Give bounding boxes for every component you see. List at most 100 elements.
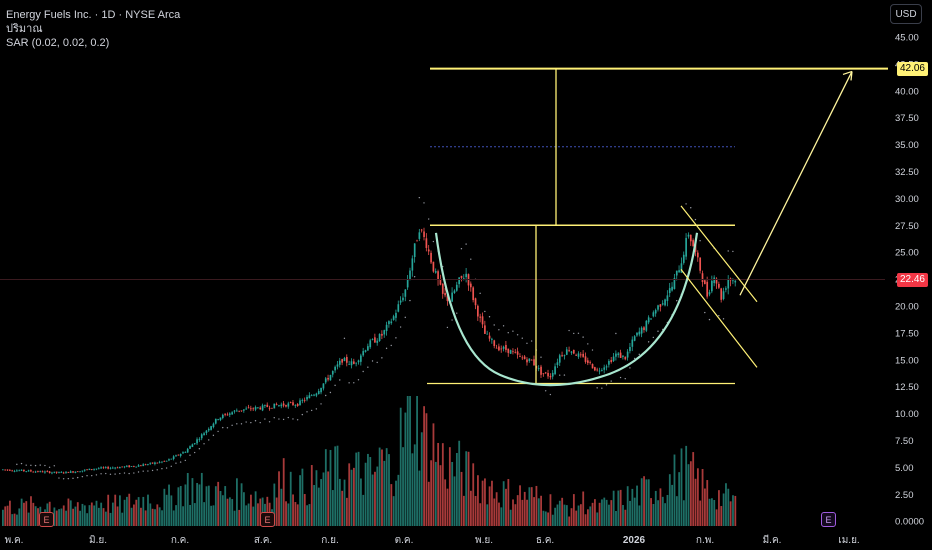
candle — [247, 404, 250, 409]
candle-body — [280, 404, 283, 407]
volume-bar — [6, 505, 9, 526]
sar-dot — [245, 421, 247, 423]
volume-bar — [514, 504, 517, 526]
volume-bar — [402, 447, 404, 526]
sar-dot — [418, 196, 421, 199]
volume-bar — [383, 460, 386, 526]
sar-dot — [203, 443, 205, 445]
candle-body — [430, 252, 432, 263]
volume-bar — [217, 481, 220, 526]
volume-bar — [4, 506, 7, 526]
currency-button[interactable]: USD — [890, 4, 922, 24]
volume-bar — [664, 503, 667, 526]
candle — [257, 407, 259, 409]
volume-bar — [184, 484, 187, 526]
volume-bar — [72, 508, 74, 526]
candle — [666, 290, 669, 307]
sar-dot — [39, 464, 41, 466]
candle — [392, 314, 395, 321]
volume-bar — [556, 504, 559, 526]
candle-body — [549, 375, 552, 378]
volume-bar — [643, 476, 645, 526]
volume-bar — [16, 514, 18, 526]
candle-body — [626, 351, 629, 358]
candle-body — [350, 361, 353, 366]
candle — [572, 349, 575, 355]
candle-body — [397, 304, 400, 312]
volume-bar — [189, 504, 191, 526]
candle-body — [505, 344, 507, 350]
sar-dot — [161, 468, 163, 470]
volume-bar — [147, 494, 149, 526]
sar-dot — [109, 473, 112, 475]
candle — [685, 233, 687, 260]
flag-lower-line — [680, 269, 758, 368]
volume-bar — [470, 490, 472, 526]
sar-indicator-label[interactable]: SAR (0.02, 0.02, 0.2) — [6, 37, 110, 49]
candle-body — [149, 462, 152, 464]
candle — [603, 364, 606, 374]
time-tick-label: ก.ค. — [171, 535, 189, 546]
candle — [638, 327, 641, 337]
candle-body — [69, 471, 72, 473]
candle-body — [46, 471, 49, 472]
volume-bar — [385, 448, 388, 526]
volume-bar — [67, 498, 70, 526]
symbol-title[interactable]: Energy Fuels Inc. · 1D · NYSE Arca — [6, 9, 181, 21]
candle-body — [128, 465, 131, 468]
time-tick-label: เม.ย. — [838, 535, 859, 546]
future-earnings-marker-icon[interactable]: E — [821, 512, 836, 527]
volume-bar — [477, 475, 479, 526]
candle-body — [86, 469, 88, 471]
candle-body — [488, 335, 491, 339]
time-tick-label: 2026 — [623, 535, 646, 546]
candle — [135, 466, 138, 468]
volume-bar — [191, 478, 194, 526]
candle — [624, 356, 627, 361]
volume-bar — [289, 471, 292, 526]
volume-bar — [149, 503, 152, 526]
volume-bar — [561, 497, 564, 526]
volume-bar — [128, 493, 131, 526]
candle — [486, 330, 489, 335]
volume-bar — [378, 447, 381, 526]
candle — [149, 462, 152, 466]
candle-body — [104, 467, 107, 468]
candle — [107, 465, 109, 470]
time-axis[interactable]: พ.ค. มิ.ย. ก.ค. ส.ค. ก.ย. ต.ค. พ.ย. ธ.ค. 2026 ก.พ… — [5, 534, 860, 546]
candle-body — [453, 290, 456, 293]
candle — [622, 355, 624, 360]
volume-bar — [278, 471, 280, 526]
sar-dot — [549, 393, 552, 396]
volume-bar — [182, 506, 184, 526]
candle — [654, 308, 657, 317]
candle — [86, 469, 88, 471]
candle-body — [60, 472, 63, 473]
candle — [451, 287, 453, 302]
candle-body — [479, 316, 482, 318]
candle — [6, 469, 9, 471]
candle-body — [367, 346, 369, 351]
volume-bar — [423, 406, 425, 526]
volume-bar — [86, 513, 89, 526]
candle — [458, 277, 460, 288]
candle — [13, 469, 16, 473]
earnings-marker-icon[interactable]: E — [39, 512, 54, 527]
candle — [200, 433, 203, 441]
volume-bar — [203, 502, 206, 526]
candle-body — [336, 364, 339, 367]
candle-body — [137, 465, 140, 467]
earnings-marker-icon[interactable]: E — [260, 512, 275, 527]
volume-indicator-label[interactable]: ปริมาณ — [6, 23, 43, 35]
volume-bar — [250, 494, 252, 526]
candle — [158, 460, 161, 464]
volume-bar — [430, 460, 433, 526]
candle — [537, 365, 540, 372]
volume-bar — [336, 445, 339, 526]
candle — [303, 397, 306, 403]
candle — [179, 453, 182, 458]
volume-bar — [654, 490, 657, 526]
candle — [299, 398, 301, 406]
candle-body — [303, 399, 306, 401]
